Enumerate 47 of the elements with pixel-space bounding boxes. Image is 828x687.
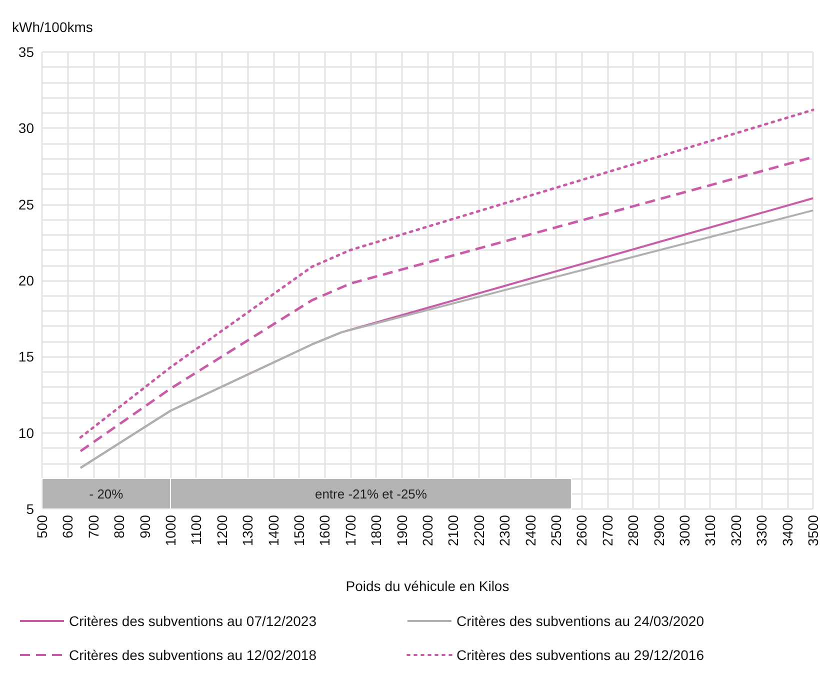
y-tick-label: 25 [18,196,34,212]
x-tick-label: 1000 [162,514,178,546]
x-tick-label: 1200 [214,514,230,546]
x-tick-label: 2500 [548,514,564,546]
x-tick-label: 1100 [188,514,204,546]
x-tick-label: 2400 [522,514,538,546]
x-tick-label: 2100 [445,514,462,546]
x-tick-label: 3500 [805,514,821,546]
x-tick-label: 1600 [316,514,333,546]
legend-label: Critères des subventions au 12/02/2018 [69,647,317,663]
y-tick-label: 30 [18,120,34,136]
x-tick-label: 2200 [470,514,487,546]
y-tick-label: 35 [18,44,34,60]
x-tick-label: 2600 [574,514,590,546]
x-tick-label: 2900 [650,514,667,546]
x-tick-label: 500 [34,514,50,538]
x-tick-label: 600 [60,514,76,538]
x-tick-label: 3100 [702,514,718,546]
x-tick-label: 3200 [728,514,744,546]
line-series [79,108,814,439]
band-label: - 20% [89,486,124,502]
legend-label: Critères des subventions au 29/12/2016 [456,647,704,663]
x-tick-label: 1900 [394,514,410,546]
x-tick-label: 700 [85,514,102,538]
x-tick-label: 3400 [779,514,796,546]
y-axis-title: kWh/100kms [12,19,93,35]
x-tick-label: 1400 [265,514,282,546]
x-axis-title: Poids du véhicule en Kilos [346,578,510,594]
x-tick-label: 1700 [342,514,358,546]
x-tick-label: 3300 [754,514,770,546]
x-tick-label: 2300 [496,514,513,546]
x-tick-label: 800 [111,514,128,538]
legend-label: Critères des subventions au 07/12/2023 [69,613,317,629]
x-tick-label: 1500 [291,514,307,546]
x-tick-label: 2000 [420,514,436,546]
x-tick-label: 1300 [240,514,256,546]
x-tick-label: 2800 [625,514,642,546]
y-tick-label: 10 [18,424,34,441]
legend-label: Critères des subventions au 24/03/2020 [456,613,704,629]
band-label: entre -21% et -25% [314,486,428,502]
y-tick-label: 5 [26,501,34,517]
x-tick-label: 900 [136,514,153,538]
x-tick-label: 1800 [368,514,384,546]
y-tick-label: 20 [18,272,34,288]
x-tick-label: 3000 [676,514,692,546]
y-tick-label: 15 [18,348,34,365]
x-tick-label: 2700 [599,514,616,546]
